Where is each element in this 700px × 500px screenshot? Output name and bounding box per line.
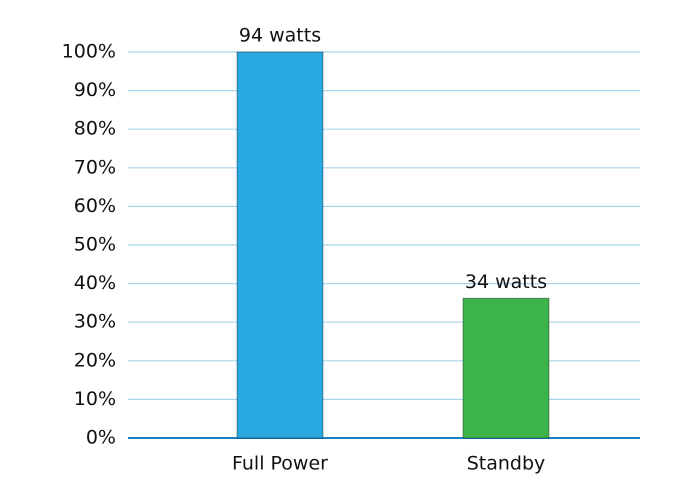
y-tick-label: 60% [74,195,116,217]
y-tick-label: 20% [74,349,116,371]
bar [462,297,550,439]
bar-annotation: 94 watts [239,25,321,47]
y-tick-label: 100% [62,41,116,63]
x-tick-label: Standby [467,453,546,475]
y-tick-label: 90% [74,79,116,101]
y-tick-label: 40% [74,272,116,294]
y-tick-label: 30% [74,311,116,333]
y-tick-label: 80% [74,118,116,140]
y-tick-label: 10% [74,388,116,410]
y-tick-label: 70% [74,156,116,178]
y-tick-label: 50% [74,234,116,256]
y-tick-label: 0% [86,427,116,449]
bar-annotation: 34 watts [465,271,547,293]
bar [236,51,324,439]
x-tick-label: Full Power [232,453,328,475]
